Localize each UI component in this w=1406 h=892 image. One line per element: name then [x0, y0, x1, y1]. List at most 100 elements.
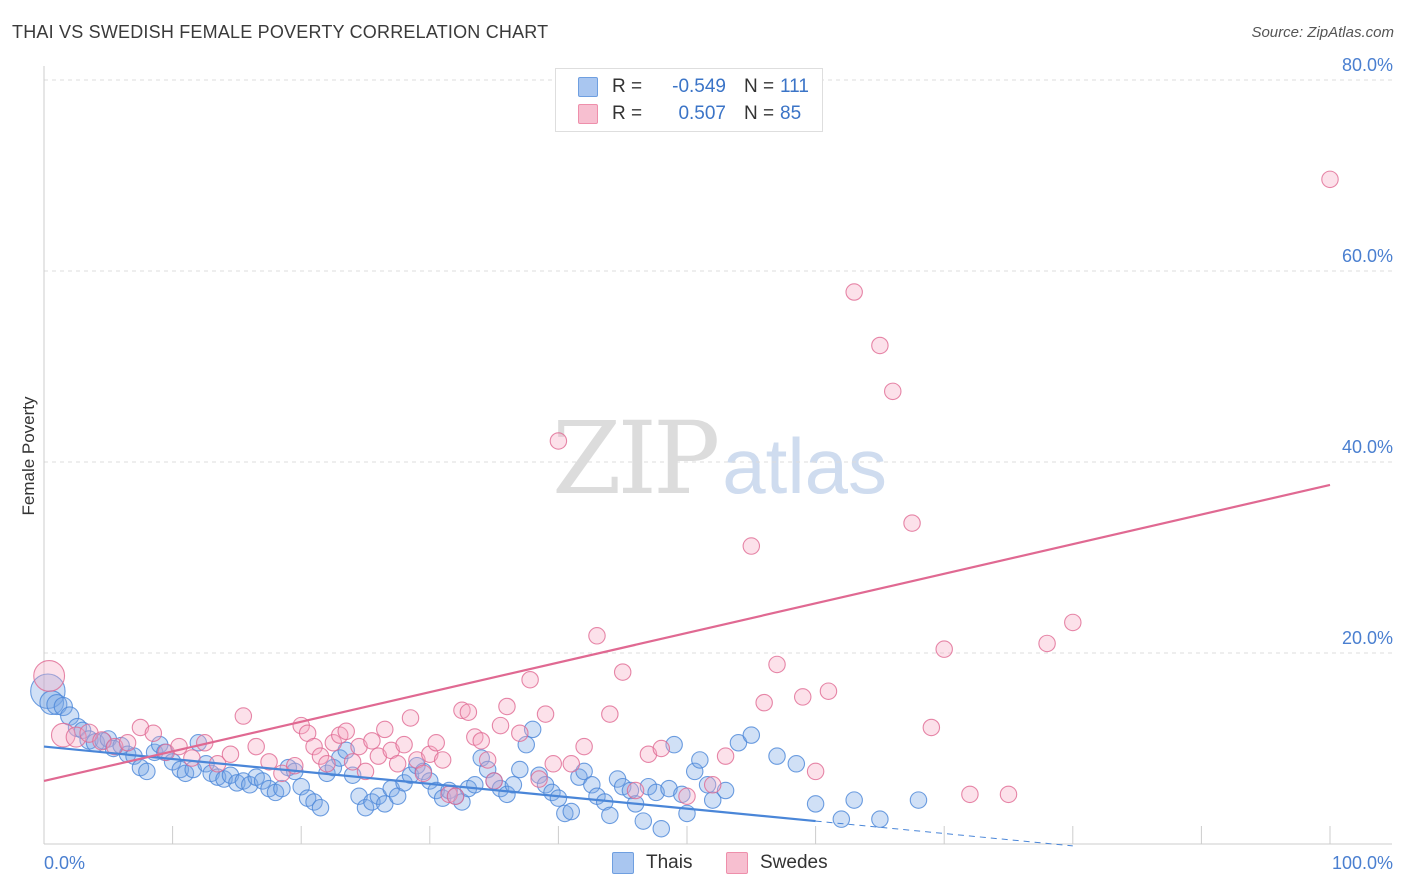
point-swedes: [459, 703, 478, 721]
point-swedes: [639, 745, 658, 763]
legend-row-swedes: R = 0.507 N = 85: [578, 101, 801, 127]
point-swedes: [544, 755, 563, 773]
point-thais: [647, 783, 665, 802]
correlation-legend: R = -0.549 N = 111 R = 0.507 N = 85: [555, 68, 823, 132]
series-swatch-thais: [612, 852, 634, 874]
point-swedes: [118, 734, 137, 752]
point-swedes: [575, 737, 593, 756]
legend-swatch-swedes: [578, 104, 598, 124]
point-swedes: [376, 720, 394, 739]
trend-lines: [43, 483, 1331, 847]
data-points: [30, 170, 1339, 838]
point-thais: [562, 802, 581, 821]
point-swedes: [395, 735, 413, 754]
point-thais: [742, 726, 761, 744]
point-swedes: [845, 283, 863, 301]
point-swedes: [433, 751, 452, 769]
series-label-swedes: Swedes: [760, 852, 828, 873]
point-swedes: [427, 734, 445, 752]
point-swedes: [511, 724, 529, 742]
point-swedes: [105, 737, 124, 756]
point-swedes: [678, 787, 696, 805]
point-swedes: [65, 726, 87, 748]
gridlines: [44, 79, 1392, 654]
point-swedes: [446, 787, 465, 805]
x-tick-label: 0.0%: [44, 853, 85, 873]
point-thais: [621, 781, 640, 800]
point-swedes: [922, 718, 941, 737]
point-thais: [871, 810, 889, 828]
point-swedes: [703, 776, 722, 794]
point-swedes: [806, 762, 825, 781]
point-swedes: [588, 627, 606, 645]
point-swedes: [961, 785, 979, 804]
point-swedes: [388, 755, 407, 773]
point-thais: [523, 720, 542, 739]
series-legend: Thais Swedes: [0, 852, 1406, 878]
legend-n-label: N =: [744, 76, 775, 97]
series-label-thais: Thais: [646, 852, 693, 873]
point-thais: [652, 819, 671, 838]
point-swedes: [716, 747, 735, 765]
point-thais: [53, 696, 73, 717]
point-swedes: [453, 701, 471, 720]
point-swedes: [903, 514, 921, 532]
point-swedes: [530, 770, 548, 788]
point-swedes: [1321, 170, 1339, 189]
point-swedes: [472, 732, 490, 750]
point-thais: [376, 795, 394, 813]
point-thais: [729, 734, 748, 752]
point-swedes: [755, 693, 773, 712]
point-thais: [466, 776, 484, 794]
point-swedes: [305, 737, 323, 756]
point-thais: [909, 791, 928, 809]
point-thais: [685, 762, 704, 781]
series-legend-swedes[interactable]: Swedes: [726, 852, 828, 874]
point-swedes: [318, 755, 336, 773]
point-swedes: [601, 705, 619, 723]
point-thais: [660, 779, 678, 798]
point-swedes: [221, 745, 240, 763]
point-thais: [583, 776, 601, 794]
point-swedes: [521, 670, 539, 689]
point-thais: [311, 798, 330, 817]
point-thais: [691, 751, 709, 769]
point-swedes: [626, 781, 645, 800]
point-swedes: [742, 537, 761, 555]
source-label: Source: ZipAtlas.com: [1251, 24, 1394, 41]
axes: [43, 66, 1392, 845]
point-thais: [530, 766, 548, 784]
series-legend-thais[interactable]: Thais: [612, 852, 692, 874]
series-swatch-swedes: [726, 852, 748, 874]
y-tick-label: 40.0%: [1342, 437, 1393, 457]
point-swedes: [363, 732, 381, 750]
tick-labels: 20.0% 40.0% 60.0% 80.0% 0.0% 100.0%: [44, 55, 1393, 873]
point-swedes: [247, 737, 265, 756]
point-thais: [575, 762, 593, 781]
point-swedes: [871, 336, 889, 355]
point-swedes: [343, 753, 362, 771]
point-swedes: [884, 382, 902, 401]
point-thais: [845, 791, 863, 809]
legend-r-label: R =: [612, 76, 643, 97]
point-thais: [549, 789, 568, 807]
point-thais: [208, 768, 227, 786]
legend-n-label: N =: [744, 103, 775, 124]
point-swedes: [1038, 634, 1056, 653]
point-thais: [716, 781, 735, 800]
legend-n-value: 111: [780, 76, 809, 97]
point-thais: [556, 804, 574, 823]
point-thais: [634, 812, 653, 830]
point-swedes: [935, 640, 953, 658]
point-thais: [601, 806, 619, 825]
point-thais: [138, 762, 156, 781]
point-thais: [401, 766, 420, 784]
point-thais: [832, 810, 851, 828]
point-thais: [228, 774, 246, 792]
point-swedes: [183, 749, 201, 767]
point-swedes: [819, 682, 838, 700]
point-swedes: [613, 663, 632, 681]
point-thais: [698, 776, 717, 794]
point-swedes: [33, 659, 66, 692]
